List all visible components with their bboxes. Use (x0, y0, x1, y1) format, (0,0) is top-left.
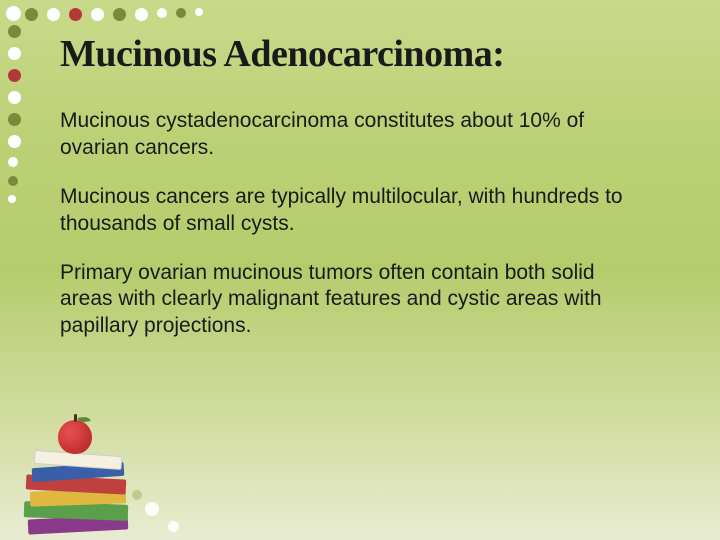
dot-icon (8, 91, 21, 104)
dot-icon (8, 69, 21, 82)
dot-icon (8, 25, 21, 38)
dot-icon (157, 8, 167, 18)
dot-icon (176, 8, 186, 18)
dot-icon (113, 8, 126, 21)
dot-icon (135, 8, 148, 21)
decor-circle (132, 490, 142, 500)
decor-circle (145, 502, 159, 516)
top-dot-border (25, 8, 203, 21)
dot-icon (8, 176, 18, 186)
paragraph: Mucinous cystadenocarcinoma constitutes … (60, 108, 650, 162)
dot-icon (195, 8, 203, 16)
dot-icon (8, 47, 21, 60)
left-dot-border (8, 25, 21, 203)
dot-icon (8, 135, 21, 148)
dot-icon (8, 195, 16, 203)
body-text: Mucinous cystadenocarcinoma constitutes … (60, 108, 650, 362)
dot-icon (8, 157, 18, 167)
dot-icon (8, 113, 21, 126)
dot-icon (47, 8, 60, 21)
dot-icon (69, 8, 82, 21)
dot-icon (25, 8, 38, 21)
paragraph: Mucinous cancers are typically multilocu… (60, 184, 650, 238)
slide-title: Mucinous Adenocarcinoma: (60, 32, 504, 76)
dot-icon (91, 8, 104, 21)
corner-dot (6, 6, 21, 21)
paragraph: Primary ovarian mucinous tumors often co… (60, 260, 650, 341)
decor-circle (168, 521, 179, 532)
apple-icon (58, 420, 92, 454)
books-illustration (20, 402, 140, 532)
